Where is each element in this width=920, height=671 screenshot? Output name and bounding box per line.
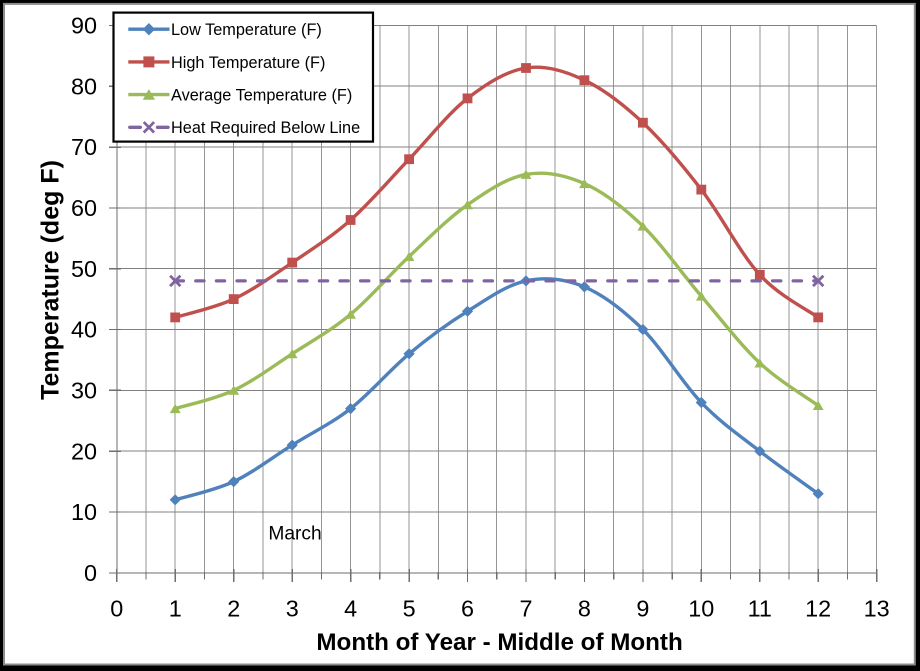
svg-text:0: 0 <box>110 596 123 622</box>
svg-text:Month of Year - Middle of Mont: Month of Year - Middle of Month <box>316 629 682 656</box>
svg-text:0: 0 <box>84 560 97 586</box>
svg-text:10: 10 <box>71 499 97 525</box>
svg-text:70: 70 <box>71 134 97 160</box>
svg-text:Heat Required Below Line: Heat Required Below Line <box>171 119 360 137</box>
svg-text:20: 20 <box>71 438 97 464</box>
svg-text:60: 60 <box>71 195 97 221</box>
svg-text:30: 30 <box>71 377 97 403</box>
svg-text:Average Temperature (F): Average Temperature (F) <box>171 87 352 105</box>
svg-text:11: 11 <box>748 596 772 622</box>
svg-text:9: 9 <box>636 596 649 622</box>
svg-text:1: 1 <box>169 596 182 622</box>
svg-text:7: 7 <box>519 596 532 622</box>
svg-text:3: 3 <box>286 596 299 622</box>
svg-text:13: 13 <box>864 596 890 622</box>
svg-text:12: 12 <box>805 596 831 622</box>
svg-text:High Temperature (F): High Temperature (F) <box>171 54 325 72</box>
svg-text:90: 90 <box>71 13 97 39</box>
svg-text:8: 8 <box>578 596 591 622</box>
svg-text:5: 5 <box>403 596 416 622</box>
svg-text:80: 80 <box>71 73 97 99</box>
svg-text:40: 40 <box>71 317 97 343</box>
svg-text:50: 50 <box>71 256 97 282</box>
svg-text:10: 10 <box>688 596 714 622</box>
svg-text:4: 4 <box>344 596 357 622</box>
svg-text:2: 2 <box>227 596 240 622</box>
svg-text:6: 6 <box>461 596 474 622</box>
svg-text:Low Temperature (F): Low Temperature (F) <box>171 21 322 39</box>
svg-text:March: March <box>268 524 321 545</box>
svg-text:Temperature (deg F): Temperature (deg F) <box>37 160 65 400</box>
